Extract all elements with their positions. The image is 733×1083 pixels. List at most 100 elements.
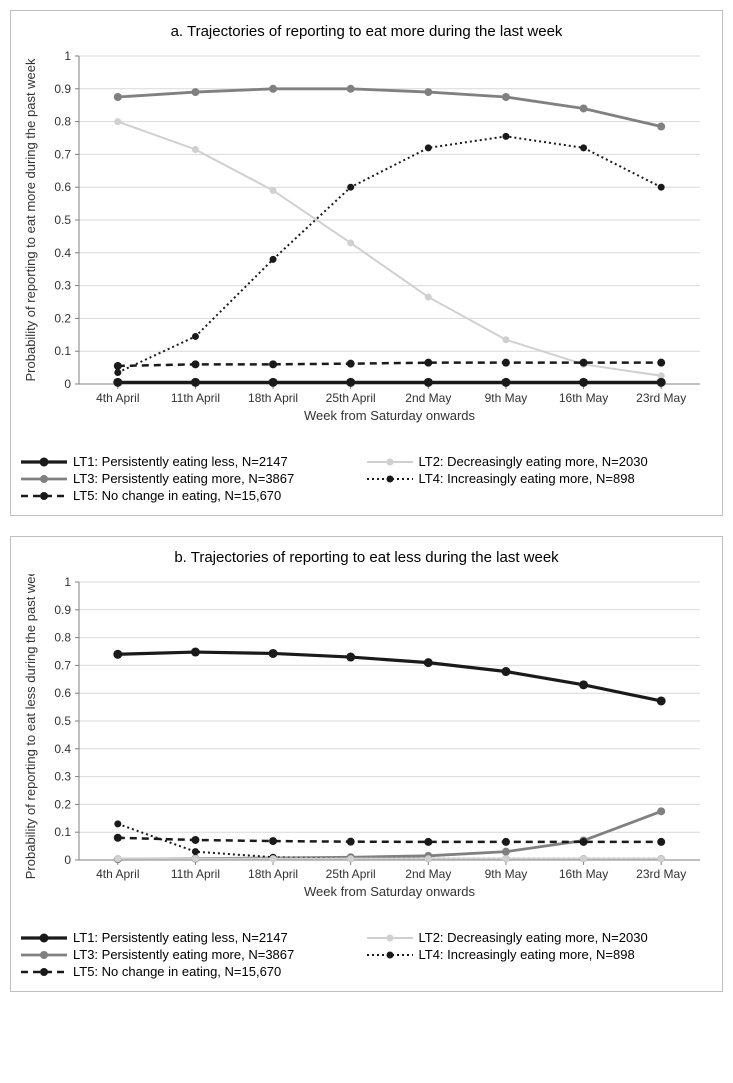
legend: LT1: Persistently eating less, N=2147 LT2… — [21, 924, 712, 981]
series-marker-LT5 — [657, 838, 665, 846]
legend-label: LT3: Persistently eating more, N=3867 — [73, 947, 294, 962]
series-marker-LT5 — [269, 360, 277, 368]
series-marker-LT1 — [657, 378, 666, 387]
y-tick-label: 0.2 — [54, 797, 71, 811]
y-tick-label: 0.9 — [54, 603, 71, 617]
series-line-LT4 — [118, 136, 661, 372]
series-marker-LT5 — [424, 359, 432, 367]
series-marker-LT1 — [113, 650, 122, 659]
legend-label: LT5: No change in eating, N=15,670 — [73, 964, 281, 979]
y-tick-label: 1 — [64, 49, 71, 63]
legend-item-LT5: LT5: No change in eating, N=15,670 — [21, 964, 367, 979]
series-marker-LT3 — [191, 88, 199, 96]
series-marker-LT4 — [114, 820, 121, 827]
series-marker-LT5 — [502, 838, 510, 846]
series-marker-LT3 — [657, 807, 665, 815]
x-tick-label: 23rd May — [636, 391, 686, 405]
legend-swatch — [367, 472, 413, 486]
series-marker-LT2 — [114, 855, 121, 862]
series-marker-LT5 — [580, 359, 588, 367]
series-marker-LT3 — [114, 93, 122, 101]
legend-swatch — [367, 948, 413, 962]
y-axis-label: Probability of reporting to eat more dur… — [23, 58, 38, 382]
series-line-LT2 — [118, 122, 661, 376]
y-tick-label: 0.7 — [54, 658, 71, 672]
legend-swatch — [21, 472, 67, 486]
series-marker-LT1 — [579, 680, 588, 689]
legend-swatch — [367, 455, 413, 469]
panel-a: a. Trajectories of reporting to eat more… — [10, 10, 723, 516]
series-marker-LT4 — [192, 333, 199, 340]
legend-swatch — [21, 931, 67, 945]
x-tick-label: 4th April — [96, 391, 139, 405]
series-marker-LT3 — [424, 88, 432, 96]
series-marker-LT3 — [502, 93, 510, 101]
series-marker-LT2 — [502, 855, 509, 862]
panel-b: b. Trajectories of reporting to eat less… — [10, 536, 723, 992]
series-marker-LT5 — [114, 362, 122, 370]
series-marker-LT5 — [424, 838, 432, 846]
x-tick-label: 25th April — [326, 867, 376, 881]
series-marker-LT1 — [269, 649, 278, 658]
chart-wrap: 00.10.20.30.40.50.60.70.80.914th April11… — [21, 574, 712, 924]
series-marker-LT4 — [192, 848, 199, 855]
legend-item-LT3: LT3: Persistently eating more, N=3867 — [21, 471, 367, 486]
series-marker-LT2 — [425, 855, 432, 862]
x-tick-label: 2nd May — [405, 391, 451, 405]
x-tick-label: 23rd May — [636, 867, 686, 881]
series-marker-LT1 — [191, 648, 200, 657]
x-tick-label: 18th April — [248, 867, 298, 881]
x-tick-label: 9th May — [485, 391, 528, 405]
x-axis-label: Week from Saturday onwards — [304, 408, 475, 423]
legend-label: LT1: Persistently eating less, N=2147 — [73, 930, 288, 945]
y-tick-label: 0 — [64, 853, 71, 867]
x-tick-label: 16th May — [559, 867, 608, 881]
y-tick-label: 0.7 — [54, 147, 71, 161]
y-tick-label: 0.8 — [54, 115, 71, 129]
series-marker-LT1 — [113, 378, 122, 387]
legend-label: LT5: No change in eating, N=15,670 — [73, 488, 281, 503]
series-marker-LT2 — [425, 294, 432, 301]
series-marker-LT5 — [502, 359, 510, 367]
series-marker-LT2 — [347, 239, 354, 246]
legend-label: LT4: Increasingly eating more, N=898 — [419, 947, 635, 962]
x-tick-label: 18th April — [248, 391, 298, 405]
y-tick-label: 0 — [64, 377, 71, 391]
legend-label: LT2: Decreasingly eating more, N=2030 — [419, 930, 648, 945]
series-marker-LT1 — [346, 378, 355, 387]
legend-item-LT5: LT5: No change in eating, N=15,670 — [21, 488, 367, 503]
legend-label: LT1: Persistently eating less, N=2147 — [73, 454, 288, 469]
series-marker-LT3 — [580, 104, 588, 112]
series-marker-LT2 — [270, 187, 277, 194]
series-marker-LT2 — [347, 855, 354, 862]
series-marker-LT5 — [191, 360, 199, 368]
legend-swatch — [21, 948, 67, 962]
legend-label: LT4: Increasingly eating more, N=898 — [419, 471, 635, 486]
series-marker-LT4 — [502, 133, 509, 140]
series-marker-LT1 — [501, 378, 510, 387]
series-marker-LT4 — [114, 369, 121, 376]
y-tick-label: 0.3 — [54, 770, 71, 784]
series-marker-LT2 — [658, 855, 665, 862]
y-tick-label: 0.2 — [54, 311, 71, 325]
y-tick-label: 0.9 — [54, 82, 71, 96]
legend-item-LT1: LT1: Persistently eating less, N=2147 — [21, 454, 367, 469]
series-marker-LT2 — [192, 146, 199, 153]
y-tick-label: 0.6 — [54, 180, 71, 194]
legend-swatch — [21, 489, 67, 503]
chart-title: a. Trajectories of reporting to eat more… — [21, 23, 712, 40]
x-tick-label: 11th April — [171, 867, 220, 881]
series-marker-LT5 — [269, 837, 277, 845]
series-marker-LT2 — [270, 855, 277, 862]
series-marker-LT5 — [191, 836, 199, 844]
series-marker-LT3 — [269, 85, 277, 93]
y-tick-label: 0.5 — [54, 213, 71, 227]
y-tick-label: 1 — [64, 575, 71, 589]
series-marker-LT1 — [424, 378, 433, 387]
series-marker-LT2 — [114, 118, 121, 125]
legend-item-LT3: LT3: Persistently eating more, N=3867 — [21, 947, 367, 962]
series-marker-LT3 — [657, 123, 665, 131]
series-marker-LT3 — [502, 848, 510, 856]
series-marker-LT4 — [580, 144, 587, 151]
series-marker-LT4 — [658, 184, 665, 191]
